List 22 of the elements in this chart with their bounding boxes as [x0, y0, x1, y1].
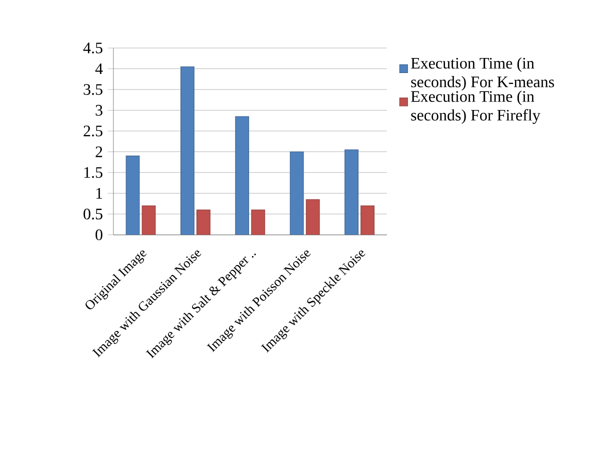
bar	[344, 150, 358, 235]
y-tick-label: 2	[96, 146, 102, 158]
legend-label: Execution Time (in seconds) For K-means	[411, 58, 554, 91]
bar	[290, 152, 304, 235]
bar	[235, 116, 250, 235]
y-tick-label: 4.5	[83, 42, 102, 54]
y-tick-label: 3	[96, 105, 102, 116]
y-tick-label: 0.5	[84, 208, 102, 220]
y-tick-label: 1.5	[84, 167, 102, 178]
y-tick-label: 4	[95, 64, 103, 74]
legend-label: Execution Time (in seconds) For Firefly	[411, 90, 540, 124]
bar	[360, 206, 374, 235]
bar	[126, 156, 140, 235]
bar	[196, 210, 210, 235]
bar	[306, 199, 320, 235]
y-tick-label: 0	[96, 230, 102, 240]
bar	[142, 206, 156, 235]
y-tick-label: 3.5	[84, 84, 102, 96]
bar	[251, 210, 266, 235]
y-tick-label: 1	[96, 188, 102, 199]
bar	[180, 66, 194, 235]
y-tick-label: 2.5	[84, 126, 102, 137]
